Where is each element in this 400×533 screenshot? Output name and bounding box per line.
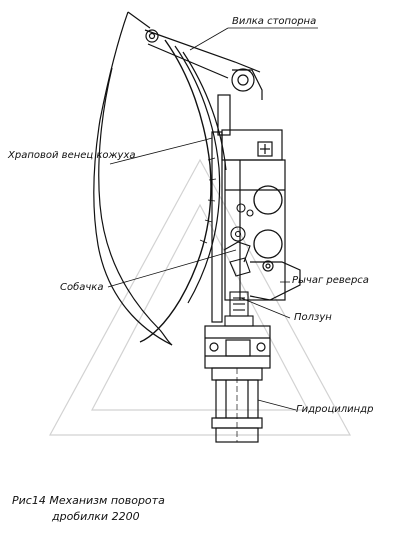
label-lever: Рычаг реверса	[292, 275, 369, 286]
caption-line-2: дробилки 2200	[52, 510, 140, 523]
crusher-housing	[93, 11, 227, 346]
caption-line-1: Рис14 Механизм поворота	[12, 494, 165, 507]
pawl	[223, 203, 254, 277]
stop-fork	[144, 29, 263, 100]
label-ratchet: Храповой венец кожуха	[8, 150, 136, 161]
reverse-lever	[249, 260, 301, 301]
label-fork: Вилка стопорна	[232, 16, 317, 27]
bearing-circles	[253, 185, 283, 259]
label-pawl: Собачка	[60, 282, 104, 293]
label-slider: Ползун	[294, 312, 332, 323]
label-cylinder: Гидроцилиндр	[296, 404, 374, 415]
hydraulic-cylinder	[211, 367, 263, 443]
lower-block	[204, 325, 271, 369]
leader-lines	[107, 27, 318, 411]
mechanism-frame	[211, 94, 286, 323]
watermark-triangle	[48, 158, 352, 436]
slider	[224, 291, 254, 327]
